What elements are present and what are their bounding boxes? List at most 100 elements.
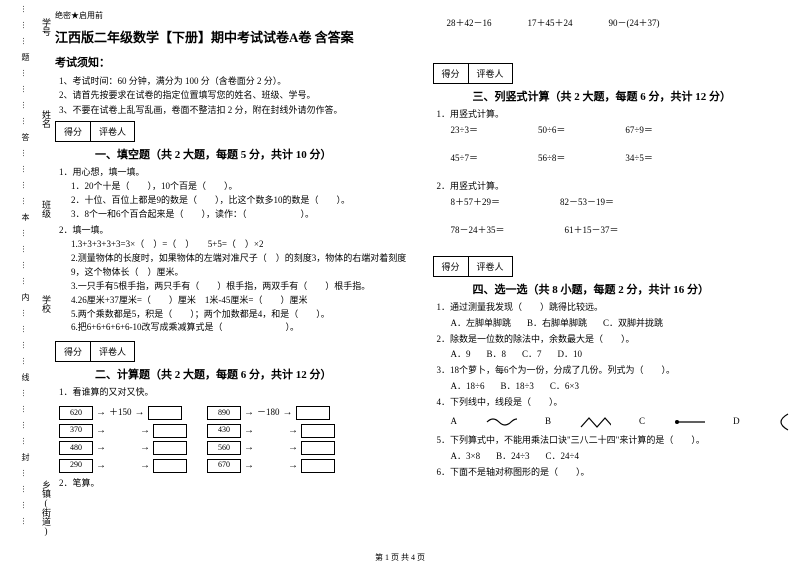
arrow-icon: → [96,440,106,456]
flow-box: 370 [59,424,93,438]
section-title-4: 四、选一选（共 8 小题，每题 2 分，共计 16 分） [473,281,791,297]
calc-question: 1．看谁算的又对又快。 620→＋150→ 370→→ 480→→ 290→→ … [59,386,413,475]
bind-label: 学号 [40,18,53,36]
score-cell: 评卷人 [469,64,512,83]
bind-label: 班级 [40,200,53,218]
score-cell: 得分 [434,64,469,83]
flow-row: 430→→ [207,423,335,439]
arrow-icon: → [244,423,254,439]
arrow-icon: → [140,458,150,474]
wave-line-icon [485,415,517,429]
flow-box: 480 [59,441,93,455]
opt: C．24÷4 [546,450,579,464]
bisuan-item: 17＋45＋24 [528,16,573,29]
page-columns: 绝密★启用前 江西版二年级数学【下册】期中考试试卷A卷 含答案 考试须知： 1、… [55,10,790,555]
score-box: 得分 评卷人 [433,256,513,277]
arrow-icon: → [244,405,254,421]
arrow-icon: → [140,440,150,456]
q-stem: 2．填一填。 [59,224,413,238]
vcalc-1: 1．用竖式计算。 23÷3＝ 50÷6＝ 67÷9＝ 45÷7＝ 56÷8＝ 3… [437,108,791,166]
calc-item: 45÷7＝ [451,152,478,166]
right-column: 28＋42－16 17＋45＋24 90－(24＋37) 得分 评卷人 三、列竖… [433,10,791,555]
calc-item: 50÷6＝ [538,124,565,138]
flow-op: －180 [257,406,280,420]
q-sub: 3.一只手有5根手指，两只手有（ ）根手指，两双手有（ ）根手指。 [59,280,413,294]
flow-row: 670→→ [207,458,335,474]
flow-box [301,441,335,455]
flow-box: 620 [59,406,93,420]
arrow-icon: → [96,458,106,474]
secret-label: 绝密★启用前 [55,10,413,21]
opt-row: A．9 B．8 C．7 D．10 [451,348,791,362]
opt-label: D [733,415,740,429]
flow-row: 290→→ [59,458,187,474]
opt: B．8 [487,348,507,362]
flow-left: 620→＋150→ 370→→ 480→→ 290→→ [59,403,187,475]
opt: A．18÷6 [451,380,485,394]
notice-item: 2、请首先按要求在试卷的指定位置填写您的姓名、班级、学号。 [59,88,413,102]
flow-row: 620→＋150→ [59,405,187,421]
calc-item: 61＋15－37＝ [565,224,619,238]
opt-row: A．3×8 B．24÷3 C．24÷4 [451,450,791,464]
q-sub: 4.26厘米+37厘米=（ ）厘米 1米-45厘米=（ ）厘米 [59,294,413,308]
calc-item: 8＋57＋29＝ [451,196,501,210]
flow-row: 560→→ [207,440,335,456]
calc-item: 78－24＋35＝ [451,224,505,238]
binding-margin: 学号 姓名 班级 学校 乡镇(街道) ………题…………答…………本…………内……… [0,0,55,565]
opt: D．10 [558,348,583,362]
flow-box [296,406,330,420]
choice-2: 2．除数是一位数的除法中，余数最大是（ ）。 A．9 B．8 C．7 D．10 [437,333,791,363]
arrow-icon: → [288,423,298,439]
q-sub: 5.两个乘数都是5，积是（ ）；两个加数都是4，和是（ ）。 [59,308,413,322]
opt: C．6×3 [550,380,579,394]
choice-4: 4．下列线中，线段是（ ）。 A B C D [437,396,791,432]
zigzag-line-icon [579,415,611,429]
cut-line-hint: ………题…………答…………本…………内…………线…………封………… [20,5,31,533]
choice-3: 3．18个萝卜，每6个为一份，分成了几份。列式为（ ）。 A．18÷6 B．18… [437,364,791,394]
score-cell: 得分 [434,257,469,276]
flow-box [153,441,187,455]
opt: C．7 [522,348,542,362]
arrow-icon: → [140,423,150,439]
q-stem: 2．除数是一位数的除法中，余数最大是（ ）。 [437,333,791,347]
notice-list: 1、考试时间：60 分钟，满分为 100 分（含卷面分 2 分）。 2、请首先按… [55,74,413,117]
vcalc-2: 2．用竖式计算。 8＋57＋29＝ 82－53－19＝ 78－24＋35＝ 61… [437,180,791,238]
flow-row: 890→－180→ [207,405,335,421]
flow-box [153,459,187,473]
q-sub: 2.测量物体的长度时，如果物体的左端对准尺子（ ）的刻度3，物体的右端对着刻度9… [59,252,413,280]
choice-6: 6．下面不是轴对称图形的是（ ）。 [437,466,791,480]
flow-op: ＋150 [109,406,132,420]
notice-item: 1、考试时间：60 分钟，满分为 100 分（含卷面分 2 分）。 [59,74,413,88]
arrow-icon: → [288,440,298,456]
calc-item: 82－53－19＝ [560,196,614,210]
flow-box: 430 [207,424,241,438]
page-footer: 第 1 页 共 4 页 [0,552,800,563]
notice-item: 3、不要在试卷上乱写乱画，卷面不整洁扣 2 分，附在封线外请勿作答。 [59,103,413,117]
section-title-1: 一、填空题（共 2 大题，每题 5 分，共计 10 分） [95,146,413,162]
flow-row: 370→→ [59,423,187,439]
choice-1: 1．通过测量我发现（ ）跳得比较远。 A．左脚单脚跳 B．右脚单脚跳 C．双脚并… [437,301,791,331]
flow-right: 890→－180→ 430→→ 560→→ 670→→ [207,403,335,475]
arrow-icon: → [244,458,254,474]
score-box: 得分 评卷人 [55,121,135,142]
exam-title: 江西版二年级数学【下册】期中考试试卷A卷 含答案 [55,27,413,46]
q-sub: 3．8个一和6个百合起来是（ ），读作：（ ）。 [59,208,413,222]
q-sub: 2．十位、百位上都是9的数是（ ），比这个数多10的数是（ ）。 [59,194,413,208]
opt: A．3×8 [451,450,481,464]
score-cell: 得分 [56,342,91,361]
q-sub: 1．20个十是（ ），10个百是（ ）。 [59,180,413,194]
q-bisuan: 2．笔算。 [59,477,413,491]
q-sub: 6.把6+6+6+6+6-10改写成乘减算式是（ ）。 [59,321,413,335]
arc-line-icon [768,412,790,432]
arrow-icon: → [288,458,298,474]
notice-heading: 考试须知： [55,54,413,70]
calc-item: 34÷5＝ [625,152,652,166]
opt: C．双脚并拢跳 [603,317,663,331]
score-cell: 评卷人 [469,257,512,276]
line-options: A B C D [451,412,791,432]
flow-row: 480→→ [59,440,187,456]
flow-box [148,406,182,420]
score-cell: 评卷人 [91,342,134,361]
flow-box: 560 [207,441,241,455]
calc-row: 78－24＋35＝ 61＋15－37＝ [451,224,791,238]
